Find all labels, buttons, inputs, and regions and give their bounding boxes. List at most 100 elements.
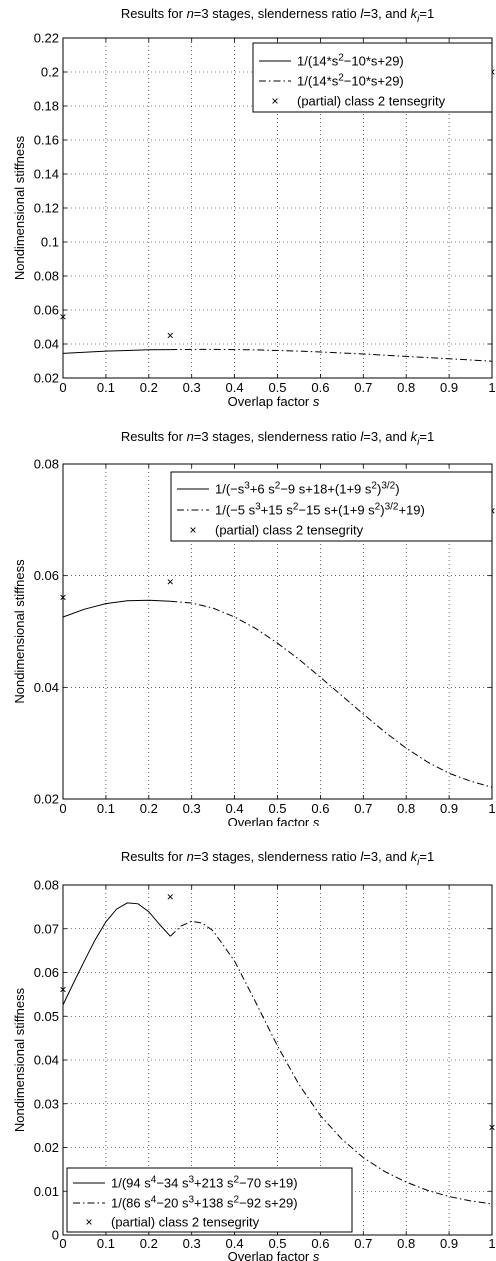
- data-point-marker: [60, 986, 66, 993]
- title-var-n: n: [187, 429, 194, 444]
- legend-entry-label: 1/(14*s2−10*s+29): [297, 53, 404, 69]
- x-axis-label: Overlap factor s: [228, 815, 320, 826]
- x-tick-label: 0.8: [397, 1236, 415, 1251]
- chart-title: Results for n=3 stages, slenderness rati…: [121, 429, 434, 448]
- legend-superscript: 3/2: [381, 481, 395, 492]
- y-tick-label: 0.08: [34, 457, 59, 472]
- y-tick-label: 0.04: [34, 1053, 59, 1068]
- y-tick-label: 0.07: [34, 921, 59, 936]
- legend-text: +19): [398, 503, 424, 518]
- series-line-solid: [62, 599, 171, 618]
- legend-text: +15 s: [261, 503, 294, 518]
- x-tick-label: 0.3: [183, 801, 201, 816]
- x-tick-label: 0.8: [397, 380, 415, 395]
- legend-superscript: 3: [188, 1175, 194, 1186]
- x-tick-label: 0.5: [268, 1236, 286, 1251]
- y-tick-label: 0.22: [34, 31, 59, 46]
- legend-text: −15 s+(1+9 s: [298, 503, 375, 518]
- legend-superscript: 2: [338, 73, 344, 84]
- x-axis-label-text: Overlap factor: [228, 394, 313, 409]
- x-tick-label: 0.3: [183, 380, 201, 395]
- legend-superscript: 3: [244, 481, 250, 492]
- x-tick-label: 0.1: [97, 1236, 115, 1251]
- legend-superscript: 2: [338, 53, 344, 64]
- x-tick-label: 0.4: [226, 380, 244, 395]
- x-tick-label: 0.5: [268, 380, 286, 395]
- x-tick-label: 0.2: [140, 1236, 158, 1251]
- x-tick-label: 0.2: [140, 380, 158, 395]
- legend-text: −10*s+29): [344, 54, 404, 69]
- legend-entry-label: (partial) class 2 tensegrity: [215, 523, 364, 538]
- legend-superscript: 3: [188, 1195, 194, 1206]
- title-text: =1: [419, 6, 434, 21]
- x-tick-label: 1: [488, 380, 495, 395]
- legend-superscript: 4: [151, 1175, 157, 1186]
- data-point-marker: [489, 1124, 495, 1131]
- x-tick-label: 0: [59, 1236, 66, 1251]
- legend-swatch-marker: [86, 1219, 92, 1225]
- legend-text: +213 s: [194, 1176, 234, 1191]
- legend-text: +138 s: [194, 1196, 234, 1211]
- data-point-marker: [167, 579, 173, 585]
- x-tick-label: 0.9: [440, 801, 458, 816]
- chart-title: Results for n=3 stages, slenderness rati…: [121, 6, 434, 25]
- legend-text: (partial) class 2 tensegrity: [297, 94, 446, 109]
- legend-superscript: 3/2: [385, 502, 399, 513]
- title-var-l: l: [360, 849, 364, 864]
- legend-text: 1/(86 s: [111, 1196, 151, 1211]
- x-tick-label: 0: [59, 380, 66, 395]
- x-tick-label: 0.1: [97, 801, 115, 816]
- y-tick-label: 0.03: [34, 1096, 59, 1111]
- y-tick-label: 0.16: [34, 133, 59, 148]
- x-tick-label: 0.9: [440, 1236, 458, 1251]
- title-var-l: l: [360, 429, 364, 444]
- x-tick-label: 0.4: [226, 801, 244, 816]
- y-tick-label: 0.05: [34, 1009, 59, 1024]
- y-tick-label: 0.02: [34, 371, 59, 386]
- data-point-marker: [167, 894, 173, 900]
- x-tick-label: 0.7: [354, 1236, 372, 1251]
- x-tick-label: 0.9: [440, 380, 458, 395]
- y-tick-label: 0: [52, 1228, 59, 1243]
- data-point-marker: [167, 332, 173, 339]
- x-tick-label: 0.4: [226, 1236, 244, 1251]
- title-subscript-i: i: [417, 14, 420, 25]
- y-tick-label: 0.14: [34, 167, 59, 182]
- x-tick-label: 0.6: [311, 801, 329, 816]
- title-subscript-i: i: [417, 437, 420, 448]
- legend-superscript: 2: [233, 1195, 239, 1206]
- legend-text: (partial) class 2 tensegrity: [111, 1215, 260, 1230]
- x-axis-label-text: Overlap factor: [228, 1249, 313, 1261]
- legend-text: 1/(14*s: [297, 54, 339, 69]
- series-line-solid: [62, 349, 171, 354]
- legend-superscript: 2: [275, 481, 281, 492]
- legend-entry-label: 1/(14*s2−10*s+29): [297, 73, 404, 89]
- legend-superscript: 2: [375, 502, 381, 513]
- title-text: =3 stages, slenderness ratio: [194, 429, 361, 444]
- y-tick-label: 0.01: [34, 1184, 59, 1199]
- legend-text: 1/(−s: [215, 482, 245, 497]
- chart-3: Results for n=3 stages, slenderness rati…: [12, 849, 496, 1261]
- title-text: Results for: [121, 429, 187, 444]
- series-line-dashdot: [170, 600, 493, 788]
- legend-entry-label: 1/(−s3+6 s2−9 s+18+(1+9 s2)3/2): [215, 481, 400, 497]
- x-tick-label: 0.2: [140, 801, 158, 816]
- legend-entry-label: (partial) class 2 tensegrity: [297, 94, 446, 109]
- title-var-k: k: [411, 849, 419, 864]
- plot-frame: [62, 463, 493, 800]
- title-text: =3 stages, slenderness ratio: [194, 6, 361, 21]
- x-axis-label: Overlap factor s: [228, 1249, 320, 1261]
- x-tick-label: 0.8: [397, 801, 415, 816]
- legend-swatch-marker: [272, 98, 278, 104]
- y-tick-label: 0.02: [34, 792, 59, 807]
- series-line-dashdot: [169, 920, 493, 1205]
- legend-text: 1/(94 s: [111, 1176, 151, 1191]
- x-tick-label: 0.6: [311, 380, 329, 395]
- title-text: Results for: [121, 6, 187, 21]
- legend-text: (partial) class 2 tensegrity: [215, 523, 364, 538]
- title-var-k: k: [411, 429, 419, 444]
- x-tick-label: 0.7: [354, 380, 372, 395]
- chart-title: Results for n=3 stages, slenderness rati…: [121, 849, 434, 868]
- legend-text: −10*s+29): [344, 74, 404, 89]
- legend-entry-label: 1/(94 s4−34 s3+213 s2−70 s+19): [111, 1175, 298, 1191]
